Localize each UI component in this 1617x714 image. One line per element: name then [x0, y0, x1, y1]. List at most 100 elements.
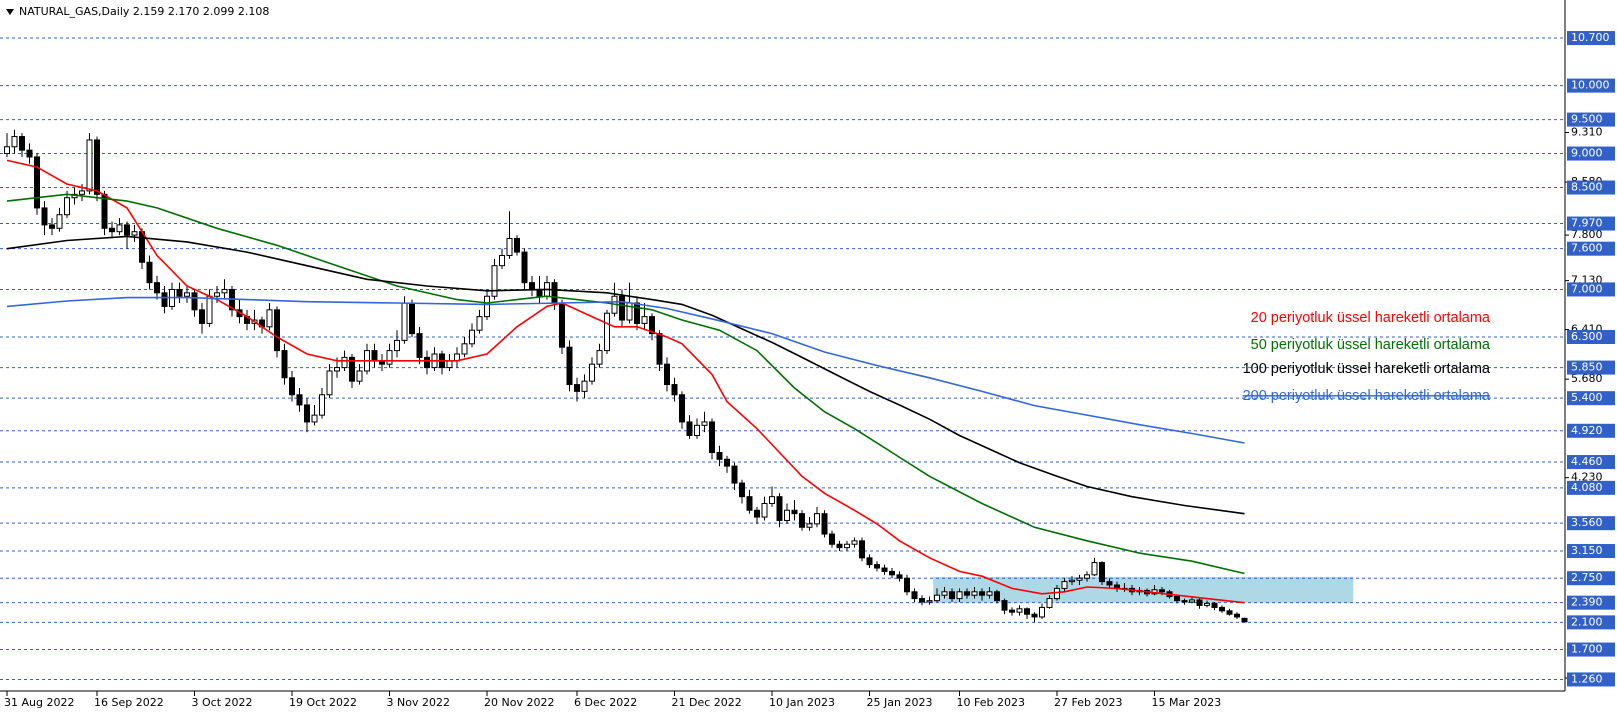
- candle-body: [326, 370, 333, 396]
- candle-body: [851, 540, 858, 545]
- candle-body: [844, 543, 850, 549]
- x-tick-label: 31 Aug 2022: [4, 696, 74, 709]
- level-label: 2.390: [1571, 596, 1603, 609]
- candle-body: [874, 564, 880, 569]
- y-tick-label: 7.800: [1571, 228, 1603, 241]
- level-label-box: [1567, 31, 1615, 46]
- candle-body: [896, 574, 903, 579]
- candle-body: [491, 265, 498, 297]
- level-label-box: [1567, 455, 1615, 470]
- candle-body: [191, 292, 198, 311]
- level-label: 10.000: [1571, 79, 1610, 92]
- candle-body: [596, 350, 603, 365]
- candle-body: [394, 339, 400, 352]
- candle-body: [1159, 589, 1165, 593]
- level-label-box: [1567, 516, 1615, 531]
- candle-body: [754, 509, 760, 518]
- candle-body: [139, 231, 145, 263]
- level-label-box: [1567, 146, 1615, 161]
- candle-body: [1181, 600, 1188, 603]
- candle-body: [521, 251, 528, 284]
- x-tick-label: 6 Dec 2022: [574, 696, 637, 709]
- x-tick-label: 16 Sep 2022: [94, 696, 164, 709]
- candle-body: [746, 496, 753, 511]
- candle-body: [649, 316, 655, 335]
- candle-body: [829, 533, 835, 545]
- candle-body: [986, 591, 993, 596]
- candle-body: [559, 302, 565, 348]
- candle-body: [514, 237, 520, 253]
- candle-body: [461, 343, 468, 355]
- candle-body: [769, 496, 775, 504]
- level-label: 1.700: [1571, 643, 1603, 656]
- level-label-box: [1567, 78, 1615, 93]
- level-label: 2.750: [1571, 571, 1603, 584]
- level-label: 3.150: [1571, 544, 1603, 557]
- title-arrow: [6, 9, 14, 15]
- level-label: 5.850: [1571, 361, 1603, 374]
- candle-body: [589, 363, 595, 382]
- candle-body: [739, 482, 745, 498]
- candle-body: [956, 591, 963, 600]
- candle-body: [26, 149, 33, 158]
- y-tick-label: 9.310: [1571, 125, 1603, 138]
- level-label-box: [1567, 330, 1615, 345]
- candle-body: [776, 496, 783, 521]
- candle-body: [634, 302, 640, 324]
- candle-body: [484, 295, 490, 318]
- candle-body: [401, 302, 408, 341]
- candle-body: [476, 316, 483, 331]
- candle-body: [701, 421, 708, 426]
- candle-body: [154, 282, 160, 294]
- candle-body: [41, 207, 48, 226]
- candle-body: [1039, 606, 1045, 618]
- y-tick-label: 5.680: [1571, 372, 1603, 385]
- candle-body: [409, 302, 415, 335]
- level-label: 3.560: [1571, 516, 1603, 529]
- candle-body: [1084, 574, 1090, 579]
- candle-body: [176, 288, 183, 297]
- y-tick-label: 4.230: [1571, 471, 1603, 484]
- candle-body: [1174, 596, 1180, 602]
- level-label-box: [1567, 642, 1615, 657]
- candle-body: [1024, 608, 1030, 615]
- level-label-box: [1567, 180, 1615, 195]
- level-label-box: [1567, 241, 1615, 256]
- level-label: 6.300: [1571, 330, 1603, 343]
- candle-body: [199, 309, 205, 324]
- candle-body: [1241, 617, 1248, 623]
- legend-label: 200 periyotluk üssel hareketli ortalama: [1243, 388, 1491, 404]
- candle-body: [499, 254, 505, 267]
- candle-body: [356, 370, 363, 382]
- candle-body: [1009, 609, 1015, 613]
- candle-body: [334, 367, 340, 372]
- level-label-box: [1567, 615, 1615, 630]
- candle-body: [109, 227, 115, 233]
- ma-line: [6, 235, 1245, 515]
- candle-body: [1076, 577, 1083, 581]
- candle-body: [1061, 581, 1068, 589]
- candle-body: [1106, 581, 1113, 586]
- candle-body: [1016, 608, 1023, 613]
- level-label: 4.460: [1571, 455, 1603, 468]
- candle-body: [424, 356, 430, 369]
- level-label: 2.100: [1571, 615, 1603, 628]
- level-label-box: [1567, 391, 1615, 406]
- candle-body: [941, 591, 948, 596]
- candle-body: [1204, 602, 1210, 606]
- x-tick-label: 3 Oct 2022: [192, 696, 253, 709]
- candle-body: [79, 190, 85, 195]
- candle-body: [1046, 598, 1053, 608]
- candle-body: [889, 570, 895, 576]
- candle-body: [1219, 606, 1225, 612]
- candle-body: [529, 282, 535, 290]
- candle-body: [34, 156, 40, 209]
- candle-body: [19, 136, 25, 151]
- candle-body: [281, 350, 288, 379]
- candle-body: [289, 377, 295, 396]
- candle-body: [1001, 600, 1008, 611]
- ma-line: [6, 193, 1245, 575]
- legend-label: 100 periyotluk üssel hareketli ortalama: [1243, 361, 1491, 377]
